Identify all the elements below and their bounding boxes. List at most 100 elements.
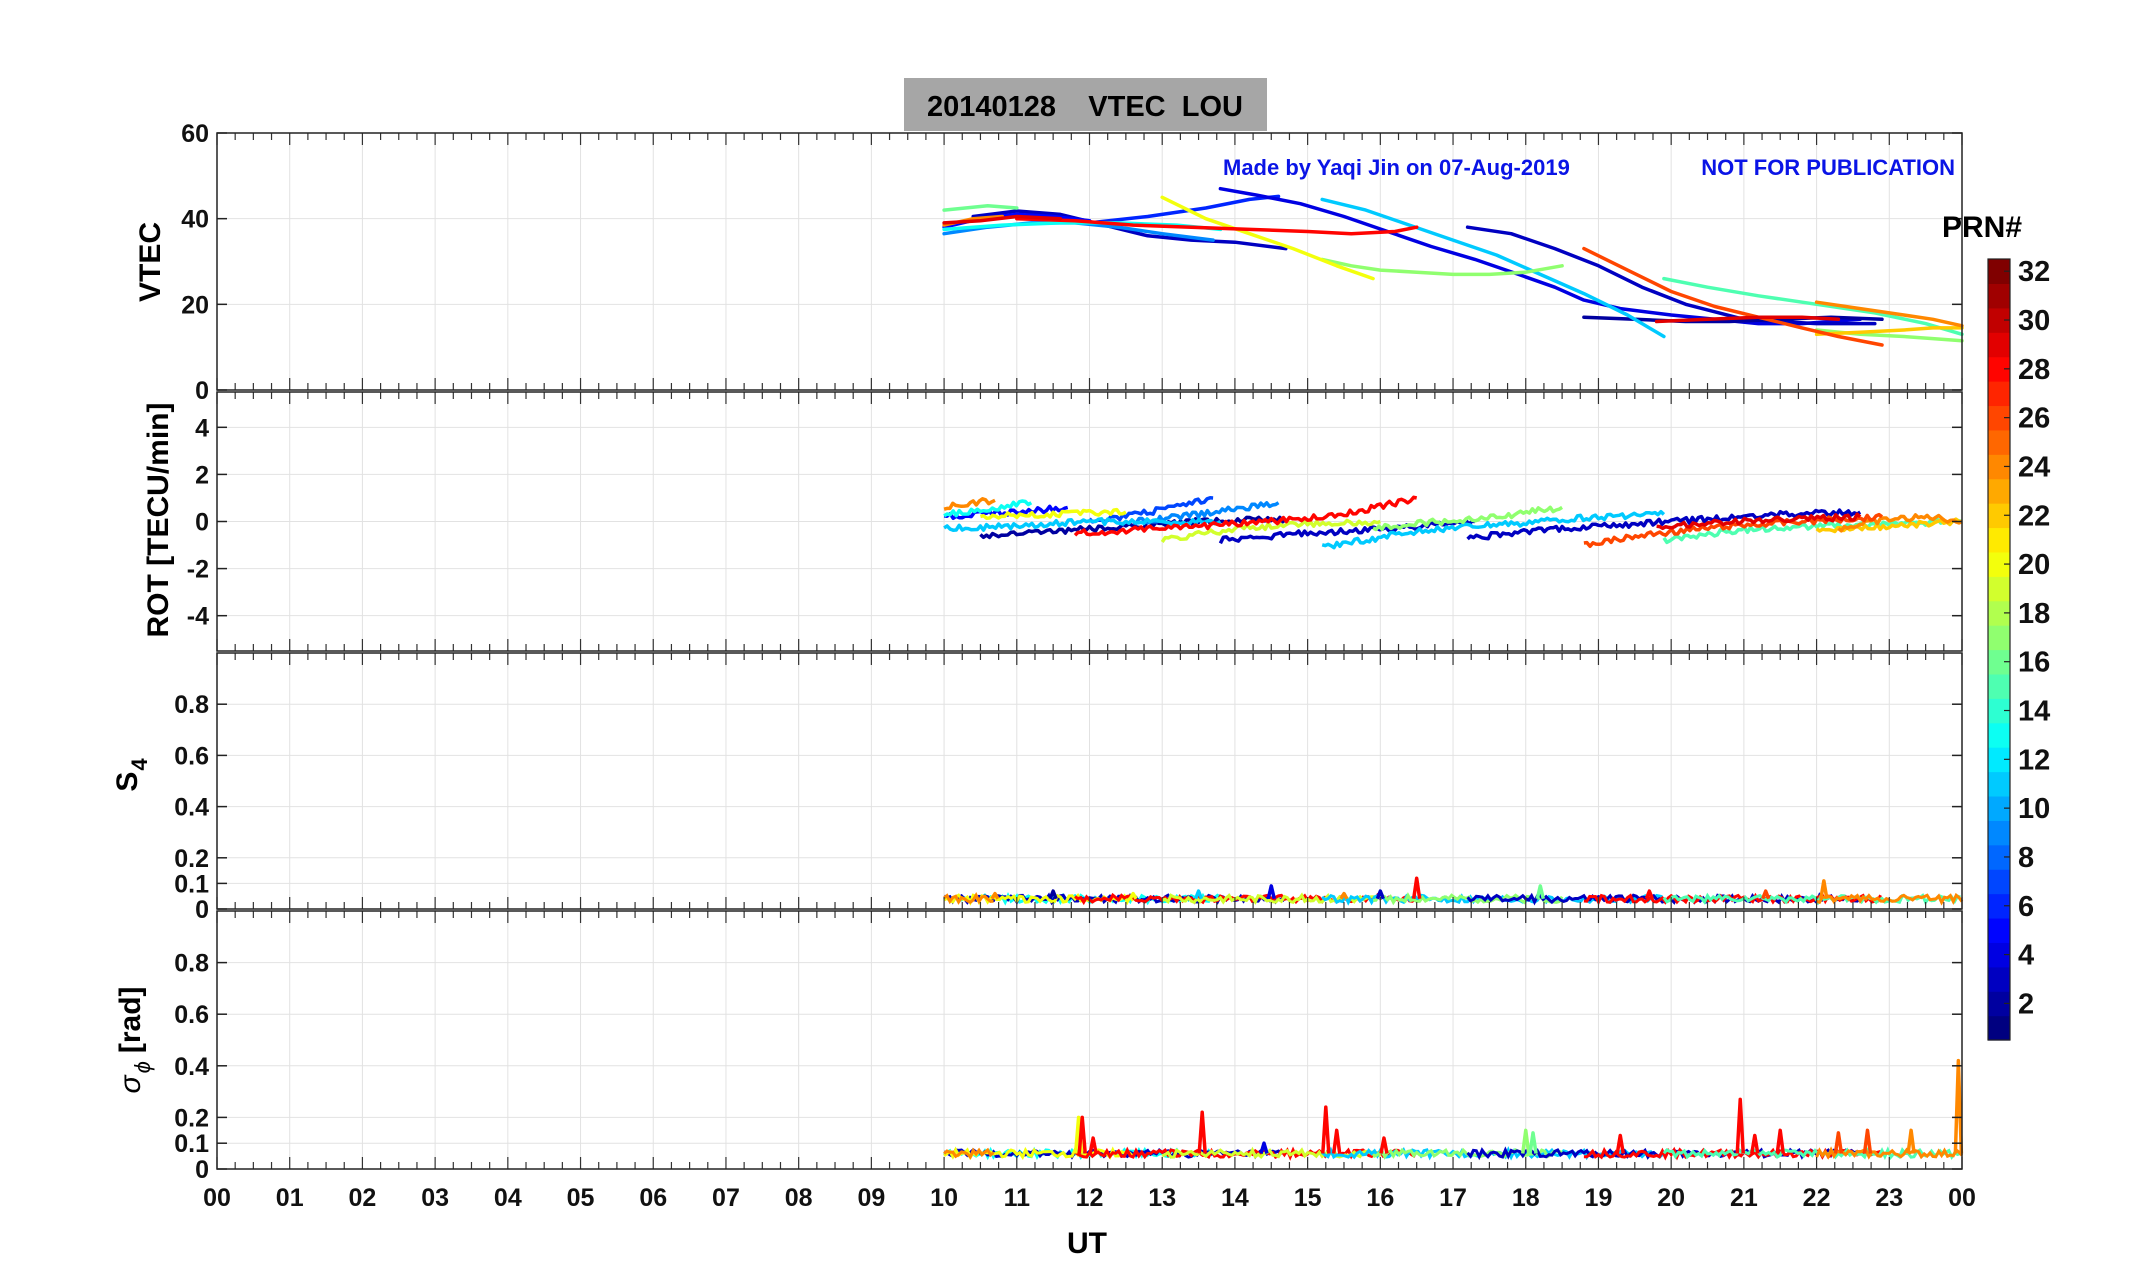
sigma-y-label: σϕ[rad] — [114, 986, 155, 1093]
sigma-baseline-prn-15 — [1662, 1146, 1962, 1161]
s4-spike — [1644, 889, 1654, 900]
data-layer — [942, 186, 1964, 1161]
y-tick-label: 0.4 — [174, 1053, 209, 1081]
vtec-series-prn-22 — [1814, 326, 1964, 337]
rot-series-prn-24 — [943, 497, 996, 511]
colorbar-tick-label: 8 — [2018, 842, 2034, 874]
colorbar-segment — [1988, 356, 2010, 382]
colorbar-segment — [1988, 405, 2010, 431]
author-annotation: Made by Yaqi Jin on 07-Aug-2019 — [1223, 155, 1570, 180]
panel-frame-rot — [216, 391, 1963, 652]
vtec-series-prn-20 — [1160, 195, 1375, 281]
y-tick-label: 0.2 — [174, 845, 209, 873]
x-tick-label: 05 — [567, 1184, 595, 1212]
rot-series-prn-19 — [1160, 518, 1381, 543]
vtec-series-prn-29 — [1654, 315, 1841, 324]
x-tick-label: 21 — [1730, 1184, 1758, 1212]
colorbar-segment — [1988, 454, 2010, 480]
colorbar-segment — [1988, 429, 2010, 455]
rot-series-prn-7 — [1088, 496, 1214, 524]
svg-text:σϕ[rad]: σϕ[rad] — [114, 986, 155, 1093]
y-tick-label: 0 — [195, 896, 209, 924]
sigma-spike — [1088, 1136, 1098, 1154]
colorbar-segment — [1988, 722, 2010, 748]
x-tick-label: 16 — [1366, 1184, 1394, 1212]
x-tick-label: 03 — [421, 1184, 449, 1212]
vtec-series-prn-6 — [1087, 194, 1281, 225]
rot-series-prn-3 — [1466, 508, 1862, 541]
y-tick-label: -4 — [187, 603, 209, 631]
colorbar-tick-label: 10 — [2018, 793, 2050, 825]
y-tick-label: 0.1 — [174, 870, 209, 898]
panel-frame-s4 — [216, 652, 1963, 910]
rot-series-prn-20 — [979, 507, 1127, 520]
colorbar-segment — [1988, 893, 2010, 919]
colorbar-tick-label: 22 — [2018, 500, 2050, 532]
x-tick-label: 00 — [1948, 1184, 1976, 1212]
colorbar-segment — [1988, 381, 2010, 407]
x-tick-label: 17 — [1439, 1184, 1467, 1212]
vtec-series-prn-16 — [942, 204, 1019, 212]
svg-text:S4: S4 — [111, 758, 152, 792]
rot-series-prn-13 — [943, 499, 1033, 518]
vtec-series-prn-29 — [942, 214, 1063, 225]
panel-frame-vtec — [216, 132, 1963, 391]
rot-series-prn-11 — [943, 517, 1222, 532]
x-tick-label: 19 — [1585, 1184, 1613, 1212]
x-tick-label: 09 — [857, 1184, 885, 1212]
y-tick-label: 0.6 — [174, 742, 209, 770]
s4-spike — [1193, 889, 1204, 900]
s4-spike — [1535, 884, 1545, 900]
sigma-spike — [1862, 1128, 1873, 1154]
vtec-series-prn-17 — [1320, 257, 1564, 277]
rot-y-label: ROT [TECU/min] — [142, 403, 175, 638]
y-tick-label: 60 — [181, 120, 209, 148]
colorbar-segment — [1988, 869, 2010, 895]
y-tick-label: 40 — [181, 206, 209, 234]
colorbar-tick-label: 14 — [2018, 696, 2050, 728]
x-axis-label: UT — [1067, 1227, 1107, 1260]
colorbar-segment — [1988, 283, 2010, 309]
x-tick-label: 22 — [1803, 1184, 1831, 1212]
y-tick-label: -2 — [187, 556, 209, 584]
y-tick-label: 0 — [195, 1156, 209, 1184]
colorbar-segment — [1988, 942, 2010, 968]
x-tick-label: 11 — [1004, 1184, 1031, 1212]
x-tick-label: 13 — [1148, 1184, 1176, 1212]
rot-series-prn-24 — [1837, 513, 1963, 533]
colorbar-tick-label: 20 — [2018, 549, 2050, 581]
s4-baseline-prn-24 — [943, 892, 994, 905]
x-tick-label: 08 — [785, 1184, 813, 1212]
chart-title: 20140128 VTEC LOU — [927, 91, 1243, 123]
vtec-series-prn-11 — [1320, 197, 1666, 339]
axes-layer: 0204060-4-202400.10.20.40.60.800.10.20.4… — [174, 120, 1976, 1212]
colorbar-tick-label: 28 — [2018, 354, 2050, 386]
colorbar-segment — [1988, 747, 2010, 773]
x-tick-label: 15 — [1294, 1184, 1322, 1212]
vtec-series-prn-28 — [1015, 216, 1419, 236]
s4-spike — [1266, 884, 1276, 900]
s4-y-label: S4 — [111, 758, 152, 792]
colorbar-segment — [1988, 673, 2010, 699]
colorbar-tick-label: 16 — [2018, 647, 2050, 679]
rot-series-prn-28 — [1073, 495, 1418, 537]
colorbar-segment — [1988, 917, 2010, 943]
colorbar-segment — [1988, 625, 2010, 651]
colorbar-segment — [1988, 844, 2010, 870]
vtec-series-prn-26 — [1582, 246, 1884, 347]
x-tick-label: 14 — [1221, 1184, 1249, 1212]
sigma-spike — [1953, 1058, 1964, 1154]
sigma-spike — [1321, 1105, 1331, 1154]
colorbar-tick-label: 26 — [2018, 403, 2050, 435]
rot-series-prn-17 — [1372, 505, 1564, 532]
y-tick-label: 0.8 — [174, 950, 209, 978]
colorbar-tick-label: 30 — [2018, 305, 2050, 337]
colorbar-label: PRN# — [1942, 211, 2022, 244]
s4-spike — [1339, 891, 1349, 900]
colorbar-segment — [1988, 551, 2010, 577]
rot-series-prn-29 — [1656, 512, 1862, 531]
s4-spike — [1128, 891, 1138, 900]
colorbar-segment — [1988, 332, 2010, 358]
sigma-spike — [1197, 1110, 1207, 1154]
